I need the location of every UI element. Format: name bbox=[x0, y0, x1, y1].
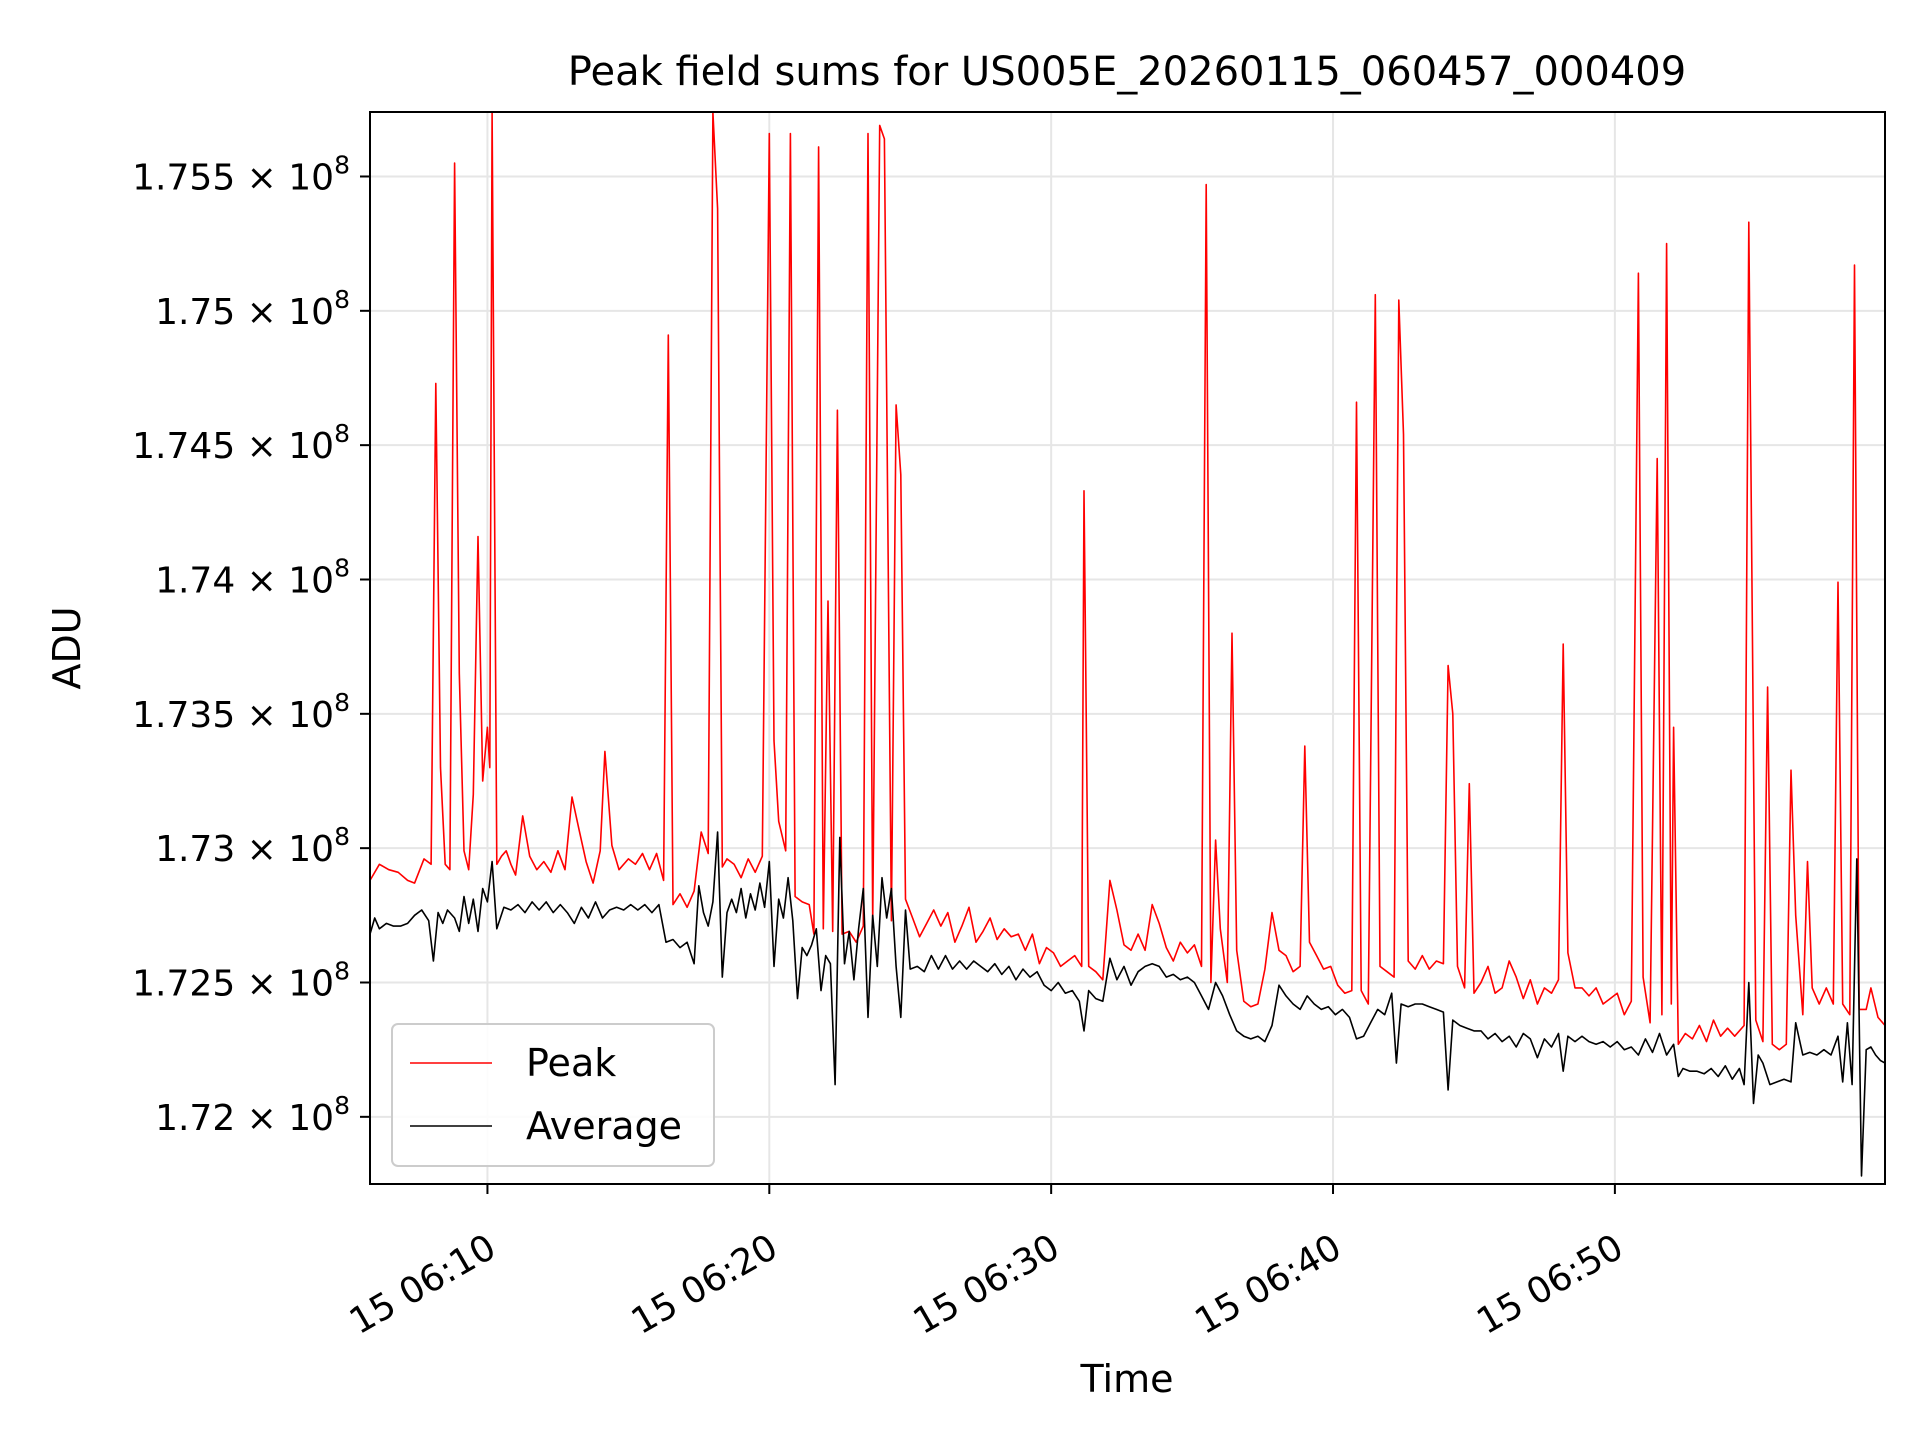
legend: Peak Average bbox=[391, 1023, 715, 1167]
y-tick-label: 1.72 × 108 bbox=[155, 1091, 350, 1139]
x-axis-label: Time bbox=[1080, 1357, 1174, 1401]
y-axis-label: ADU bbox=[45, 606, 89, 689]
series-line-peak bbox=[370, 112, 1885, 1051]
y-tick-label: 1.75 × 108 bbox=[155, 285, 350, 333]
y-tick-label: 1.745 × 108 bbox=[132, 419, 350, 467]
legend-label-average: Average bbox=[526, 1104, 682, 1148]
plot-lines bbox=[370, 112, 1885, 1177]
y-tick-label: 1.755 × 108 bbox=[132, 150, 350, 198]
y-tick-label: 1.735 × 108 bbox=[132, 688, 350, 736]
chart-title: Peak field sums for US005E_20260115_0604… bbox=[568, 49, 1686, 95]
y-tick-label: 1.74 × 108 bbox=[155, 553, 350, 601]
y-tick-label: 1.725 × 108 bbox=[132, 956, 350, 1004]
legend-box bbox=[391, 1023, 715, 1167]
plot-frame bbox=[369, 111, 1886, 1185]
y-tick-label: 1.73 × 108 bbox=[155, 822, 350, 870]
legend-label-peak: Peak bbox=[526, 1041, 616, 1085]
grid bbox=[370, 112, 1885, 1184]
series-line-average bbox=[370, 831, 1885, 1177]
